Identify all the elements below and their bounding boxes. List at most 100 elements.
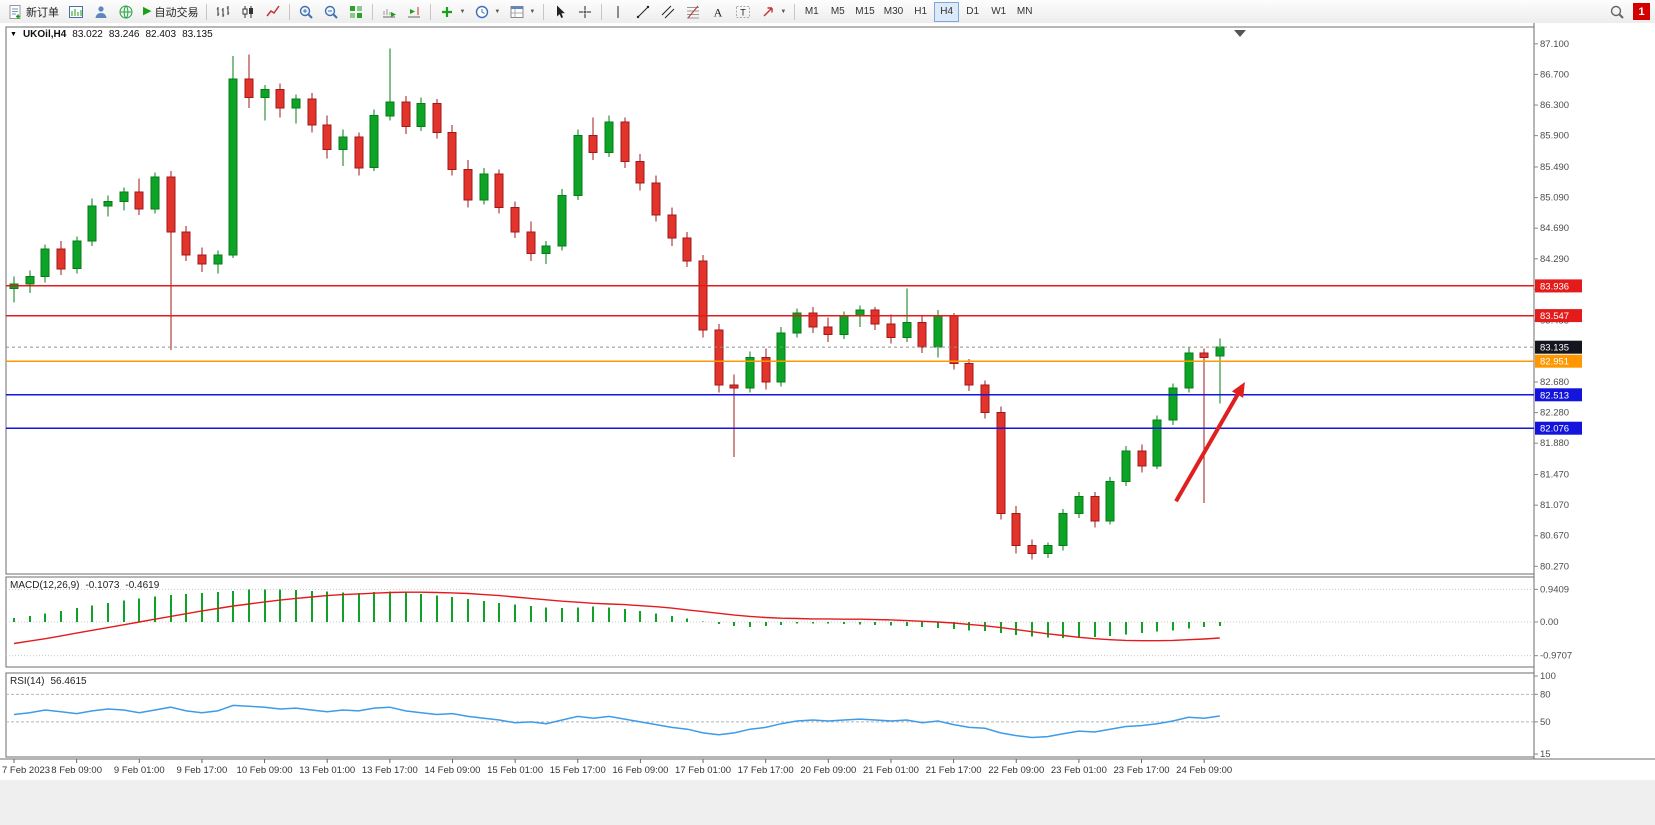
bull-candle	[260, 89, 270, 98]
bull-candle	[792, 312, 802, 334]
rsi-scale-label: 100	[1540, 671, 1556, 682]
bull-candle	[1043, 545, 1053, 554]
time-axis-label: 22 Feb 09:00	[988, 765, 1044, 776]
timeframe-button-h4[interactable]: H4	[934, 1, 960, 22]
bar-chart-mode-button[interactable]	[211, 2, 235, 22]
price-axis-label: 81.470	[1540, 470, 1569, 481]
text-label-tool-button[interactable]: T	[731, 2, 755, 22]
time-axis-label: 17 Feb 01:00	[675, 765, 731, 776]
chevron-down-icon: ▼	[529, 8, 536, 15]
charts-button[interactable]	[64, 2, 88, 22]
auto-trading-button[interactable]: ▶ 自动交易	[139, 2, 202, 22]
bear-candle	[510, 207, 520, 233]
timeframe-button-d1[interactable]: D1	[960, 2, 985, 22]
channel-tool-button[interactable]	[656, 2, 680, 22]
svg-text:83.135: 83.135	[1540, 343, 1569, 354]
toolbar-separator	[430, 3, 432, 20]
timeframe-button-mn[interactable]: MN	[1012, 2, 1037, 22]
bear-candle	[56, 248, 66, 270]
auto-trading-play-icon: ▶	[143, 5, 152, 17]
line-chart-mode-button[interactable]	[261, 2, 285, 22]
search-icon	[1610, 5, 1624, 19]
bull-candle	[1152, 419, 1162, 467]
bear-candle	[526, 231, 536, 254]
current-price-badge: 83.135	[1535, 340, 1582, 354]
timeframe-button-m1[interactable]: M1	[799, 2, 824, 22]
templates-button[interactable]: ▼	[505, 2, 539, 22]
navigator-button[interactable]	[114, 2, 138, 22]
bull-candle	[1121, 450, 1131, 482]
timeframe-button-m30[interactable]: M30	[880, 2, 907, 22]
symbol-dropdown-icon[interactable]: ▼	[10, 31, 17, 38]
bear-candle	[949, 315, 959, 365]
bear-candle	[1090, 496, 1100, 522]
bear-candle	[729, 384, 739, 389]
pivot-price-badge: 82.951	[1535, 354, 1582, 368]
timeframe-button-m15[interactable]: M15	[851, 2, 878, 22]
toolbar-separator	[206, 3, 208, 20]
macd-indicator-label: MACD(12,26,9) -0.1073 -0.4619	[10, 580, 159, 591]
fibonacci-icon	[687, 5, 700, 18]
cursor-tool-button[interactable]	[548, 2, 572, 22]
new-order-button[interactable]: 新订单	[3, 2, 63, 22]
bull-candle	[573, 135, 583, 196]
bull-candle	[338, 136, 348, 150]
bear-candle	[698, 260, 708, 331]
bull-candle	[119, 191, 129, 202]
crosshair-tool-button[interactable]	[573, 2, 597, 22]
trend-arrow-annotation[interactable]	[1174, 382, 1245, 503]
bull-candle	[745, 357, 755, 389]
support-price-badge: 82.076	[1535, 421, 1582, 435]
svg-text:82.951: 82.951	[1540, 357, 1569, 368]
indicators-button[interactable]: ▼	[435, 2, 469, 22]
tile-windows-button[interactable]	[344, 2, 368, 22]
time-axis-label: 24 Feb 09:00	[1176, 765, 1232, 776]
timeframe-button-m5[interactable]: M5	[825, 2, 850, 22]
bear-candle	[714, 329, 724, 386]
notification-badge[interactable]: 1	[1633, 3, 1650, 20]
time-axis-label: 16 Feb 09:00	[612, 765, 668, 776]
window-bottom-strip	[0, 780, 1655, 825]
vertical-line-tool-button[interactable]	[606, 2, 630, 22]
bull-candle	[385, 101, 395, 117]
bear-candle	[307, 98, 317, 126]
symbol-period: UKOil,H4	[22, 29, 67, 40]
bull-candle	[933, 315, 943, 348]
text-tool-button[interactable]: A	[706, 2, 730, 22]
price-axis-label: 85.090	[1540, 193, 1569, 204]
bear-candle	[1199, 352, 1209, 358]
bear-candle	[917, 321, 927, 348]
arrow-shape-icon	[763, 6, 774, 16]
candlestick-series	[9, 48, 1225, 560]
channel-icon	[661, 5, 675, 18]
search-button[interactable]	[1605, 2, 1629, 22]
periods-button[interactable]: ▼	[470, 2, 504, 22]
bear-candle	[1137, 450, 1147, 467]
globe-icon	[119, 5, 133, 18]
candle-chart-mode-button[interactable]	[236, 2, 260, 22]
bear-candle	[761, 357, 771, 383]
svg-text:T: T	[741, 7, 747, 17]
bear-candle	[886, 323, 896, 339]
timeframe-button-w1[interactable]: W1	[986, 2, 1011, 22]
price-axis-label: 86.300	[1540, 100, 1569, 111]
zoom-out-button[interactable]	[319, 2, 343, 22]
timeframe-button-h1[interactable]: H1	[908, 2, 933, 22]
new-order-icon	[9, 4, 21, 19]
price-axis-label: 85.490	[1540, 162, 1569, 173]
auto-scroll-button[interactable]	[377, 2, 401, 22]
chart-shift-button[interactable]	[402, 2, 426, 22]
arrows-tool-button[interactable]: ▼	[756, 2, 790, 22]
trendline-tool-button[interactable]	[631, 2, 655, 22]
time-axis-label: 15 Feb 17:00	[550, 765, 606, 776]
time-axis-label: 13 Feb 17:00	[362, 765, 418, 776]
chart-shift-marker[interactable]	[1234, 30, 1246, 37]
bear-candle	[635, 161, 645, 184]
market-watch-button[interactable]	[89, 2, 113, 22]
time-axis-label: 23 Feb 01:00	[1051, 765, 1107, 776]
zoom-in-button[interactable]	[294, 2, 318, 22]
chart-ohlc-header: ▼ UKOil,H4 83.022 83.246 82.403 83.135	[10, 29, 213, 40]
toolbar-separator	[794, 3, 796, 20]
bull-candle	[40, 248, 50, 277]
fibonacci-tool-button[interactable]	[681, 2, 705, 22]
